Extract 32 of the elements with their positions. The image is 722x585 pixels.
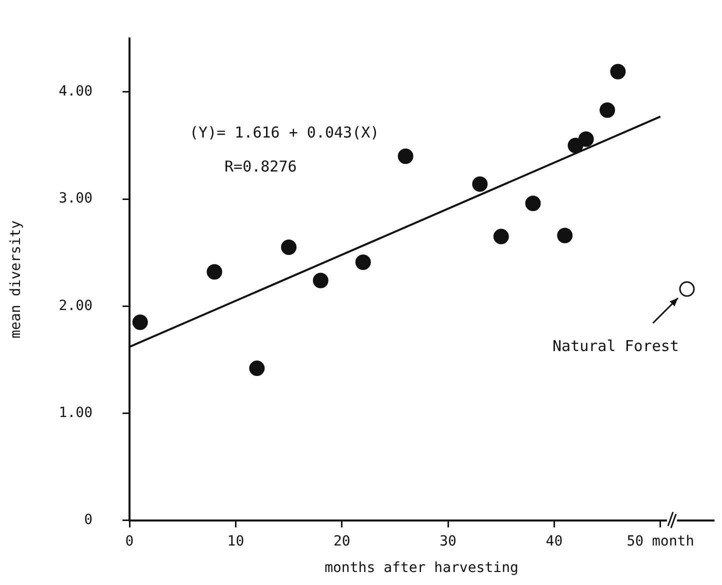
point: [578, 131, 594, 147]
x-tick-label: 40: [546, 533, 563, 550]
point: [281, 240, 297, 256]
point: [249, 360, 265, 376]
point: [610, 64, 626, 80]
y-axis-title: mean diversity: [8, 220, 24, 338]
point: [355, 254, 371, 270]
point: [600, 102, 616, 118]
annotation: (Y)= 1.616 + 0.043(X): [190, 123, 380, 142]
x-tick-label: 30: [440, 533, 456, 550]
x-tick-label: 50 month: [626, 533, 694, 550]
y-tick-label: 3.00: [58, 190, 93, 207]
point: [679, 281, 695, 297]
y-tick-label: 2.00: [58, 298, 93, 314]
y-tick-label: 1.00: [58, 404, 93, 421]
point: [493, 228, 509, 244]
annotation: R=0.8276: [224, 157, 297, 176]
x-tick-label: 10: [227, 533, 244, 550]
point: [472, 176, 488, 192]
y-tick-label: 0: [84, 512, 93, 528]
x-tick-label: 20: [333, 533, 350, 550]
point: [206, 264, 222, 280]
point: [568, 138, 584, 154]
point: [398, 148, 414, 164]
point: [132, 314, 148, 330]
point: [557, 228, 573, 244]
x-axis-title: months after harvesting: [324, 560, 518, 576]
y-tick-label: 4.00: [58, 84, 93, 100]
point: [312, 272, 328, 288]
annotation: Natural Forest: [552, 336, 679, 355]
x-tick-label: 0: [125, 533, 134, 550]
point: [525, 196, 541, 212]
